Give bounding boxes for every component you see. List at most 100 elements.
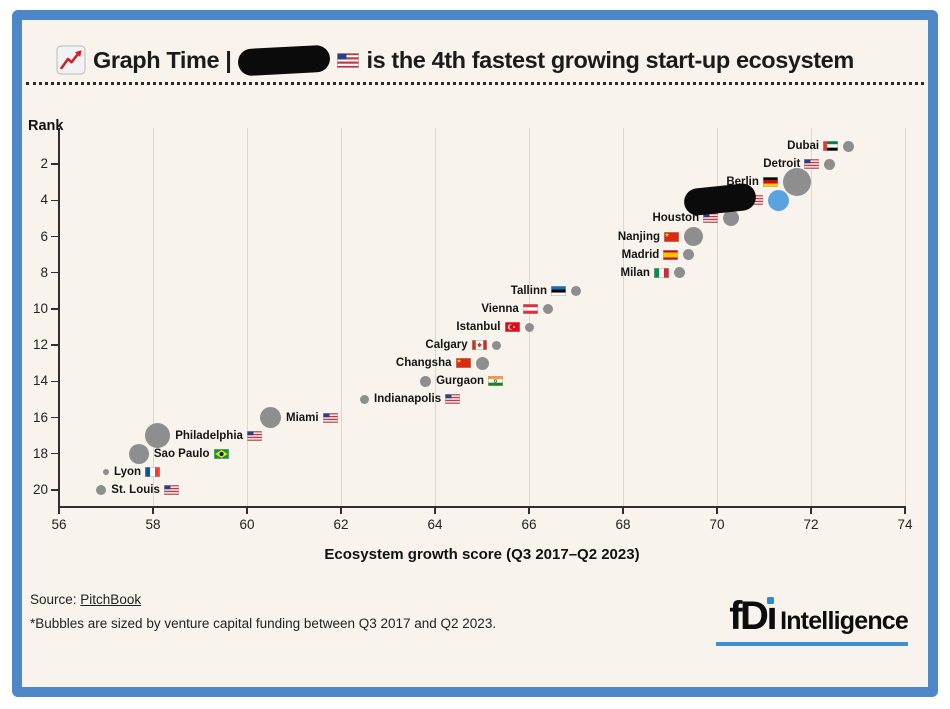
city-name: Philadelphia [175, 429, 243, 442]
x-tick-64 [434, 507, 436, 514]
bubble-lyon [103, 468, 109, 475]
x-tick-label-58: 58 [145, 517, 161, 532]
bubble-gurgaon [420, 375, 432, 387]
us-flag-icon [163, 484, 179, 495]
label-philadelphia: Philadelphia [175, 428, 262, 444]
x-tick-label-56: 56 [51, 517, 67, 532]
label-gurgaon: Gurgaon [436, 373, 504, 389]
city-name: Sao Paulo [153, 447, 210, 460]
city-name: Nanjing [617, 230, 660, 243]
x-tick-label-62: 62 [333, 517, 349, 532]
us-flag-icon [445, 394, 461, 405]
ca-flag-icon [471, 340, 487, 351]
bubble-philadelphia [145, 423, 171, 449]
bubble-madrid [683, 249, 695, 261]
city-name: Gurgaon [436, 375, 485, 388]
y-tick-label-20: 20 [32, 481, 48, 497]
y-tick-label-16: 16 [32, 409, 48, 425]
bubble-sao-paulo [128, 443, 149, 464]
y-axis-line [58, 128, 60, 507]
bubble-berlin [782, 168, 811, 197]
bubble-indianapolis [360, 394, 369, 404]
label-milan: Milan [621, 265, 669, 281]
bubble-detroit [824, 158, 836, 170]
label-nanjing: Nanjing [618, 229, 679, 245]
y-tick-14 [51, 380, 59, 383]
fr-flag-icon [145, 466, 161, 477]
y-tick-label-6: 6 [40, 228, 48, 244]
city-name: St. Louis [111, 483, 160, 496]
us-flag-icon [246, 430, 262, 441]
br-flag-icon [213, 448, 229, 459]
gridline-60 [247, 128, 248, 507]
city-name: Houston [652, 212, 700, 225]
city-name: Madrid [621, 248, 660, 261]
label-indianapolis: Indianapolis [374, 391, 461, 407]
x-tick-74 [904, 507, 906, 514]
bubble-changsha [475, 356, 489, 370]
card-frame [12, 10, 938, 697]
label-miami: Miami [286, 410, 338, 426]
logo-intelligence-text: Intelligence [780, 607, 909, 635]
y-tick-18 [51, 452, 59, 455]
gridline-68 [623, 128, 624, 507]
label-houston: Houston [652, 210, 719, 226]
title-prefix: Graph Time | [93, 46, 232, 73]
logo-blue-dot [767, 597, 775, 604]
y-tick-4 [51, 199, 59, 202]
chart-redaction [682, 182, 758, 217]
x-tick-72 [810, 507, 812, 514]
label-calgary: Calgary [425, 337, 487, 353]
bubble-dubai [843, 140, 855, 152]
y-tick-10 [51, 308, 59, 310]
city-name: Calgary [425, 339, 468, 352]
city-name: Changsha [395, 357, 452, 370]
logo-underline [716, 642, 908, 646]
source-line: Source: PitchBook [30, 592, 141, 607]
bubble-nanjing [684, 227, 703, 246]
x-axis-line [58, 506, 906, 508]
chart-increasing-icon [56, 45, 86, 75]
y-tick-20 [51, 489, 59, 491]
y-tick-2 [51, 163, 59, 165]
us-flag-icon [804, 159, 820, 170]
x-tick-62 [340, 507, 342, 514]
y-axis-title: Rank [28, 118, 64, 134]
gridline-64 [435, 128, 436, 507]
label-detroit: Detroit [763, 156, 820, 172]
us-flag-icon [322, 412, 338, 423]
city-name: Indianapolis [374, 393, 442, 406]
bubble-st-louis [96, 484, 107, 495]
label-madrid: Madrid [622, 247, 679, 263]
title-suffix: is the 4th fastest growing start-up ecos… [366, 46, 854, 73]
gridline-74 [905, 128, 906, 507]
y-tick-label-4: 4 [40, 192, 48, 208]
city-name: Lyon [114, 465, 142, 478]
x-axis-title: Ecosystem growth score (Q3 2017–Q2 2023) [324, 546, 640, 563]
bubble-houston [723, 210, 740, 227]
ae-flag-icon [823, 141, 839, 151]
city-name: Vienna [481, 302, 519, 315]
x-tick-68 [622, 507, 624, 514]
footnote: *Bubbles are sized by venture capital fu… [30, 616, 497, 631]
y-tick-label-8: 8 [40, 264, 48, 280]
label-vienna: Vienna [481, 301, 538, 317]
x-tick-label-72: 72 [803, 517, 819, 532]
us-flag-icon [337, 52, 360, 68]
bubble-calgary [491, 340, 501, 350]
label-istanbul: Istanbul [456, 319, 520, 335]
de-flag-icon [762, 177, 778, 188]
gridline-62 [341, 128, 342, 507]
bubble-redacted-rank-4 [767, 189, 789, 211]
in-flag-icon [488, 376, 504, 387]
y-tick-label-18: 18 [32, 445, 48, 461]
city-name: Detroit [763, 158, 801, 171]
y-tick-label-10: 10 [32, 300, 48, 316]
x-tick-70 [716, 507, 718, 514]
it-flag-icon [653, 267, 669, 278]
x-tick-58 [152, 507, 154, 514]
source-link[interactable]: PitchBook [80, 592, 142, 607]
label-sao-paulo: Sao Paulo [154, 446, 229, 462]
